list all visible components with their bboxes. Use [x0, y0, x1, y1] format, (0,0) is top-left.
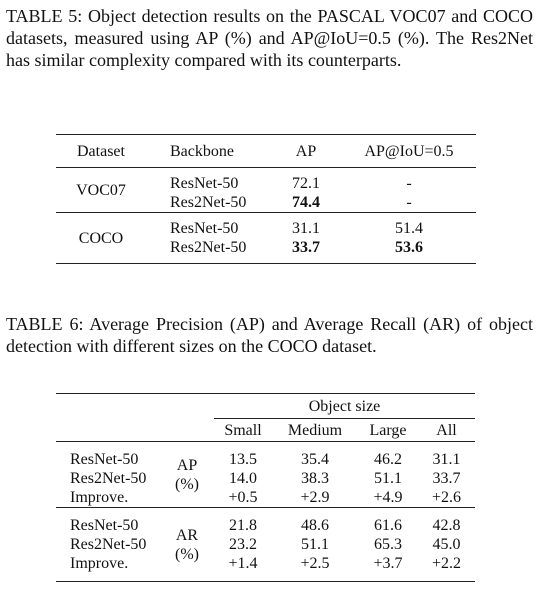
table5-caption: TABLE 5: Object detection results on the… — [6, 6, 533, 70]
value-cell: 72.1 — [270, 167, 342, 193]
value-cell: - — [342, 167, 476, 193]
metric-unit: (%) — [175, 475, 199, 493]
header-cell: Medium — [287, 421, 343, 439]
value-cell: +2.2 — [418, 554, 476, 582]
backbone-cell: Res2Net-50 — [170, 194, 247, 211]
value-cell: 65.3 — [374, 536, 402, 553]
value-cell: 14.0 — [229, 470, 257, 487]
backbone-cell: ResNet-50 — [146, 212, 270, 238]
data-row: Improve. +0.5 +2.9 +4.9 +2.6 — [56, 488, 475, 508]
metric-cell: AR (%) — [160, 507, 214, 582]
value-cell: 21.8 — [214, 507, 272, 535]
value-cell: 48.6 — [272, 507, 358, 535]
dataset-cell: VOC07 — [56, 167, 146, 213]
data-row: VOC07 ResNet-50 72.1- — [56, 167, 476, 213]
value-cell: +2.5 — [272, 554, 358, 582]
header-cell: Backbone — [146, 134, 270, 168]
metric: AP — [176, 456, 198, 474]
table5: Dataset Backbone AP AP@IoU=0.5 VOC07 ResNet-5… — [56, 134, 476, 264]
value-cell: - — [406, 194, 412, 211]
metric-cell: AP (%) — [160, 441, 214, 508]
data-row: Res2Net-50 74.4 - — [56, 193, 476, 213]
value-cell: 51.4 — [342, 212, 476, 238]
value-cell: +3.7 — [358, 554, 418, 582]
data-row: Res2Net-50 14.0 38.3 51.1 33.7 — [56, 469, 475, 488]
empty-cell — [56, 419, 214, 442]
table6: Object size Small Medium Large All ResNet-50 A… — [56, 393, 476, 582]
header-cell: AP@IoU=0.5 — [342, 134, 476, 168]
value-cell: 61.6 — [358, 507, 418, 535]
header-cell: AP — [270, 134, 342, 168]
model-cell: Improve. — [70, 489, 129, 506]
empty-cell — [56, 393, 214, 419]
value-cell: +0.5 — [228, 489, 258, 506]
header-cell: All — [436, 421, 457, 439]
value-cell: 74.4 — [292, 194, 320, 211]
data-row: Res2Net-50 33.7 53.6 — [56, 238, 476, 264]
header-row: Dataset Backbone AP AP@IoU=0.5 — [56, 134, 476, 168]
value-cell: 33.7 — [432, 470, 461, 487]
data-row: ResNet-50 AP (%) 13.5 35.4 46.2 31.1 — [56, 441, 476, 508]
table6-caption: TABLE 6: Average Precision (AP) and Aver… — [6, 314, 533, 356]
value-cell: 33.7 — [270, 238, 342, 264]
metric: AR — [175, 526, 199, 544]
header-row: Object size — [56, 393, 476, 419]
model-cell: Improve. — [56, 554, 160, 582]
spanning-header: Object size — [214, 393, 476, 419]
metric-unit: (%) — [175, 545, 199, 563]
value-cell: 45.0 — [432, 536, 461, 553]
value-cell: 13.5 — [214, 441, 272, 469]
value-cell: 46.2 — [358, 441, 418, 469]
model-cell: Res2Net-50 — [70, 470, 147, 487]
value-cell: 42.8 — [418, 507, 476, 535]
value-cell: +2.9 — [300, 489, 330, 506]
value-cell: +4.9 — [373, 489, 403, 506]
value-cell: 51.1 — [301, 536, 329, 553]
value-cell: 38.3 — [301, 470, 329, 487]
backbone-cell: Res2Net-50 — [146, 238, 270, 264]
header-cell: Large — [369, 421, 407, 439]
backbone-cell: ResNet-50 — [146, 167, 270, 193]
header-cell: Dataset — [56, 134, 146, 168]
model-cell: ResNet-50 — [56, 507, 160, 535]
value-cell: 35.4 — [272, 441, 358, 469]
value-cell: 51.1 — [374, 470, 402, 487]
data-row: Improve. +1.4 +2.5 +3.7 +2.2 — [56, 554, 476, 582]
data-row: ResNet-50 AR (%) 21.8 48.6 61.6 42.8 — [56, 507, 476, 582]
model-cell: Res2Net-50 — [70, 536, 147, 553]
data-row: COCO ResNet-50 31.1 51.4 — [56, 212, 476, 264]
value-cell: +1.4 — [214, 554, 272, 582]
header-row: Small Medium Large All — [56, 419, 475, 442]
value-cell: +2.6 — [432, 489, 462, 506]
dataset-cell: COCO — [56, 212, 146, 264]
header-cell: Small — [224, 421, 262, 439]
value-cell: 53.6 — [342, 238, 476, 264]
value-cell: 31.1 — [418, 441, 476, 469]
value-cell: 31.1 — [270, 212, 342, 238]
model-cell: ResNet-50 — [56, 441, 160, 469]
value-cell: 23.2 — [229, 536, 257, 553]
data-row: Res2Net-50 23.2 51.1 65.3 45.0 — [56, 535, 475, 554]
